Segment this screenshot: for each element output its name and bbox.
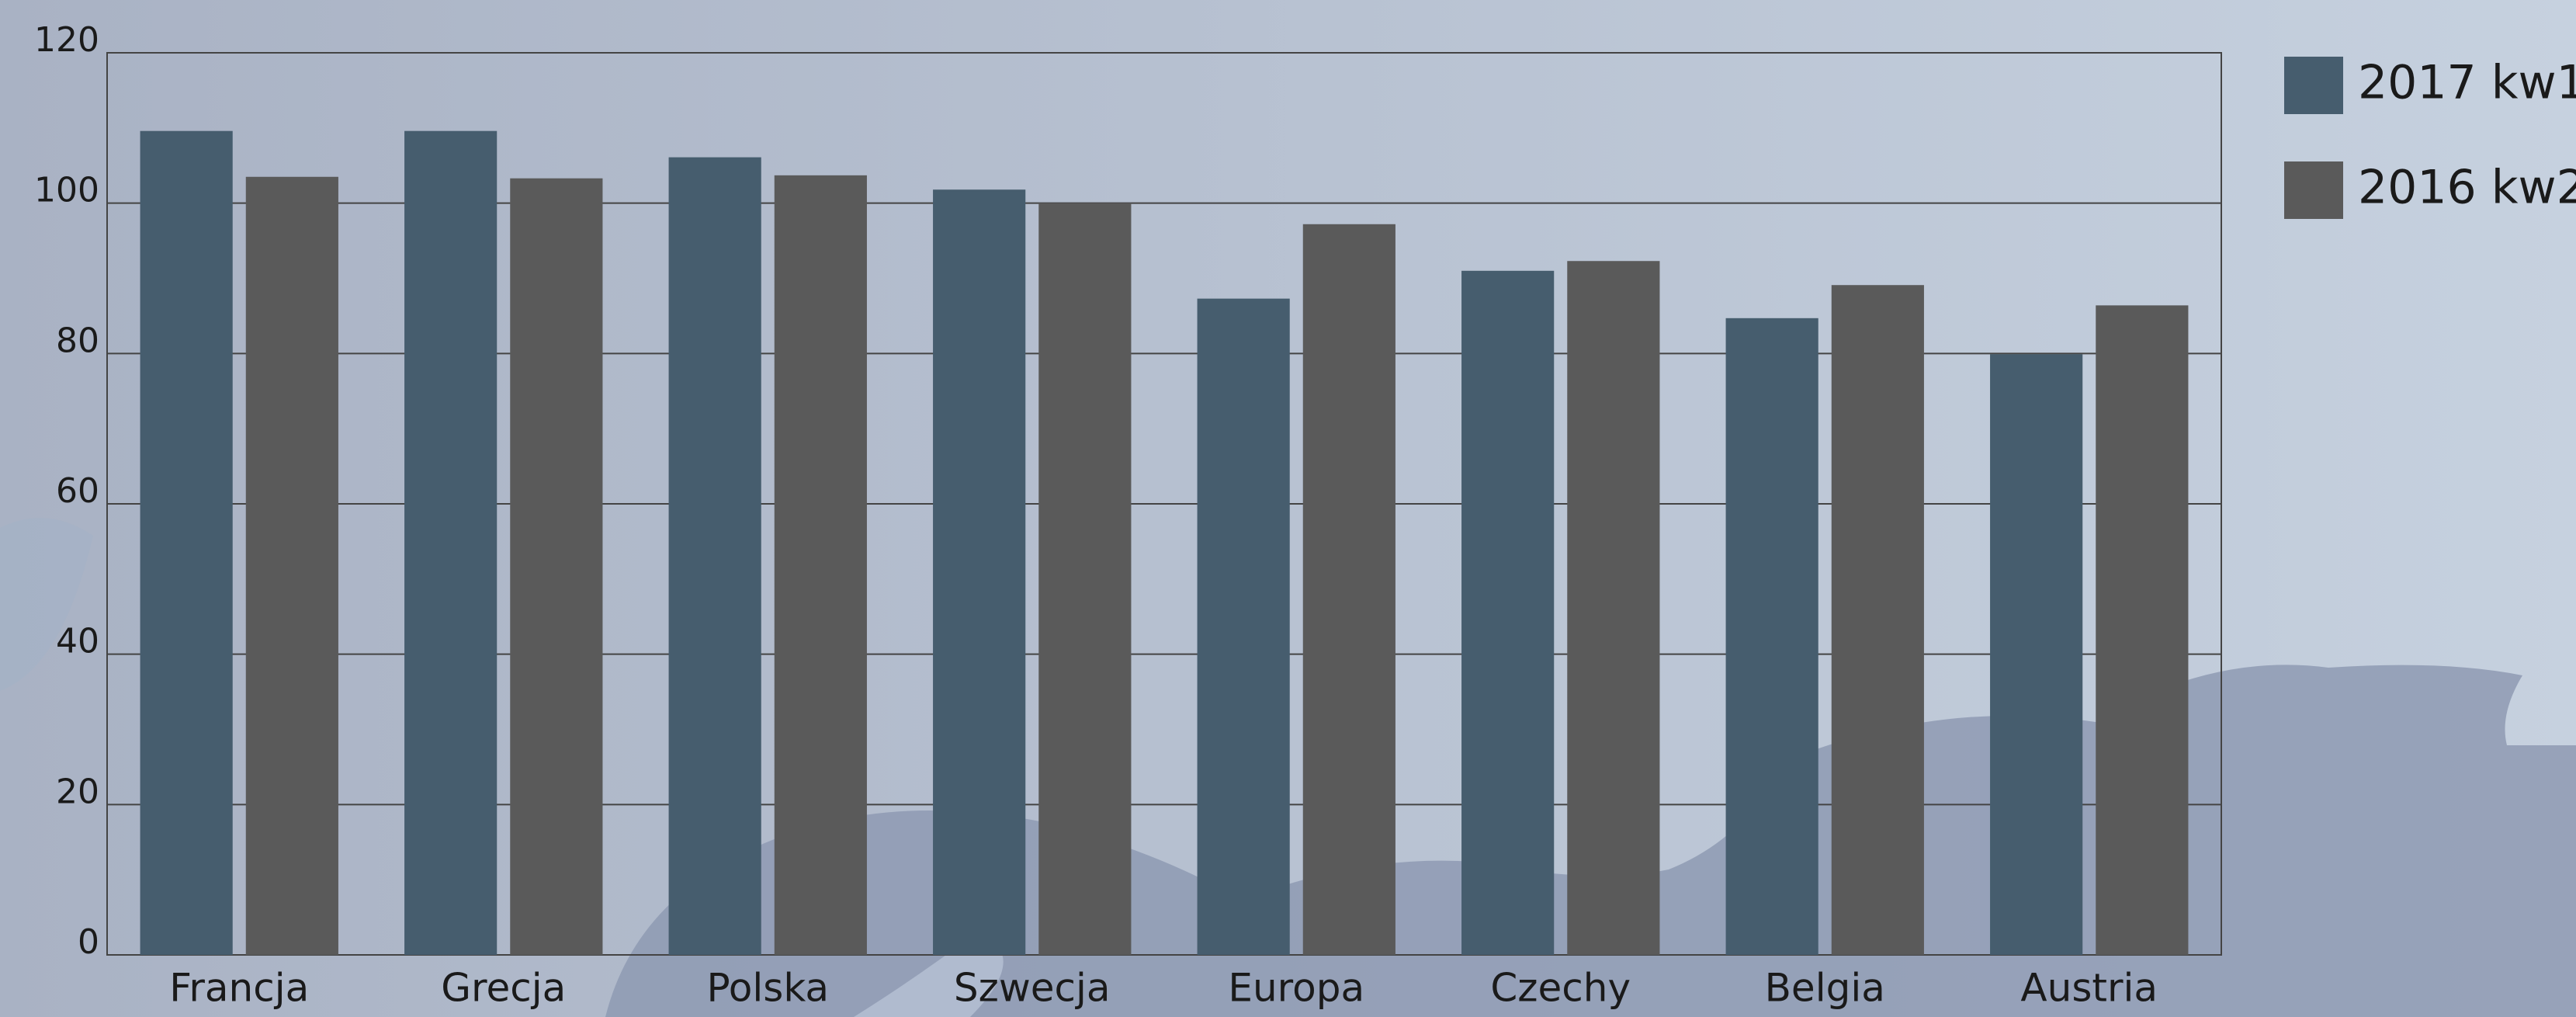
bar: [1302, 224, 1395, 955]
y-tick-label: 80: [56, 321, 99, 360]
bar: [933, 189, 1026, 955]
x-tick-label: Polska: [706, 966, 829, 1011]
bar: [1725, 318, 1818, 955]
map-shape: [0, 518, 93, 691]
legend-swatch: [2284, 161, 2343, 219]
y-tick-label: 40: [56, 622, 99, 661]
legend-label: 2016 kw2: [2358, 161, 2576, 215]
y-tick-label: 20: [56, 772, 99, 811]
y-tick-label: 120: [34, 20, 99, 60]
bar: [510, 178, 603, 955]
y-tick-label: 100: [34, 171, 99, 210]
x-tick-label: Francja: [169, 966, 309, 1011]
bar: [2096, 305, 2189, 955]
x-tick-label: Austria: [2020, 966, 2158, 1011]
bar: [1990, 354, 2083, 956]
x-tick-label: Europa: [1228, 966, 1364, 1011]
x-tick-label: Szwecja: [954, 966, 1111, 1011]
y-tick-label: 60: [56, 471, 99, 511]
y-tick-label: 0: [78, 922, 99, 962]
x-tick-label: Czechy: [1490, 966, 1631, 1011]
bar: [1197, 298, 1290, 955]
bar: [1567, 261, 1660, 955]
x-tick-label: Belgia: [1765, 966, 1885, 1011]
bar: [774, 175, 867, 956]
bar: [1461, 270, 1555, 956]
bar: [1038, 203, 1132, 956]
x-tick-label: Grecja: [441, 966, 566, 1011]
bar: [404, 130, 498, 955]
bar: [668, 157, 761, 955]
legend-label: 2017 kw1: [2358, 56, 2576, 110]
bar: [1831, 285, 1924, 956]
bar: [140, 130, 233, 955]
bar: [245, 176, 338, 955]
legend-swatch: [2284, 57, 2343, 114]
